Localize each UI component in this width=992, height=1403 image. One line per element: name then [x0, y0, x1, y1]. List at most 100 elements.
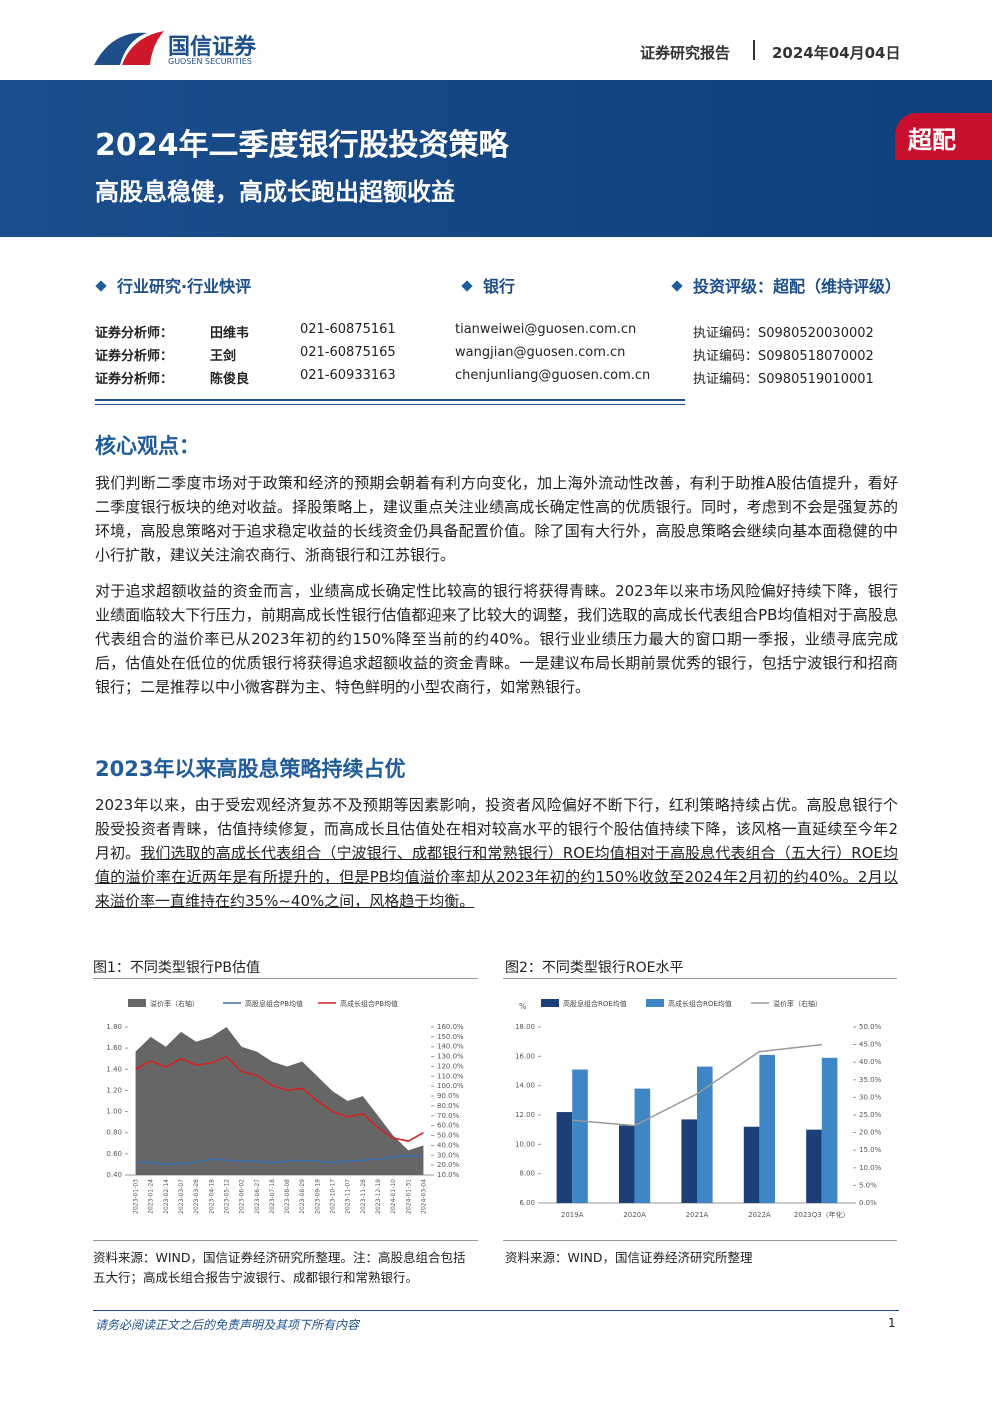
y2-tick-label: 70.0% [437, 1112, 460, 1120]
figure-source: 资料来源：WIND，国信证券经济研究所整理。注：高股息组合包括五大行；高成长组合… [93, 1250, 466, 1285]
y2-tick-label: 10.0% [859, 1164, 882, 1172]
y2-tick-label: 30.0% [437, 1151, 460, 1159]
analyst-cell: 执证编码：S0980518070002 [693, 349, 874, 364]
x-tick-label: 2020A [623, 1211, 646, 1219]
y-tick-label: 0.60 [106, 1150, 122, 1158]
x-tick-label: 2023-09-19 [314, 1179, 321, 1214]
y-tick-label: 16.00 [515, 1052, 535, 1060]
rule [93, 1310, 899, 1311]
legend-swatch [128, 999, 146, 1007]
bar [821, 1057, 838, 1203]
y2-tick-label: 10.0% [437, 1171, 460, 1179]
figure-source: 资料来源：WIND，国信证券经济研究所整理 [505, 1250, 753, 1265]
title: 2024年二季度银行股投资策略 [95, 128, 509, 163]
line [135, 1155, 424, 1166]
paragraph: 对于追求超额收益的资金而言，业绩高成长确定性比较高的银行将获得青睐。2023年以… [95, 582, 898, 696]
y2-tick-label: 150.0% [437, 1033, 464, 1041]
y2-tick-label: 40.0% [437, 1141, 460, 1149]
y2-tick-label: 90.0% [437, 1092, 460, 1100]
y-tick-label: 14.00 [515, 1082, 535, 1090]
x-tick-label: 2023-03-28 [193, 1179, 200, 1214]
subtitle: 高股息稳健，高成长跑出超额收益 [95, 178, 455, 206]
line [135, 1055, 424, 1142]
x-tick-label: 2023-01-03 [133, 1179, 140, 1214]
x-tick-label: 2024-01-31 [405, 1179, 412, 1214]
y2-tick-label: 60.0% [437, 1122, 460, 1130]
analyst-cell: 证券分析师： [95, 326, 174, 341]
rule [503, 1240, 897, 1241]
rule [95, 399, 685, 401]
legend-label: 高成长组合ROE均值 [668, 999, 732, 1008]
meta-rating-text: 投资评级：超配（维持评级） [693, 277, 902, 296]
meta-category: 行业研究·行业快评 [95, 273, 252, 297]
x-tick-label: 2024-01-10 [390, 1179, 397, 1214]
y2-tick-label: 100.0% [437, 1082, 464, 1090]
y2-tick-label: 15.0% [859, 1146, 882, 1154]
x-tick-label: 2023-06-02 [239, 1179, 246, 1214]
report-type: 证券研究报告 [640, 44, 731, 62]
y-axis-label: % [519, 1002, 527, 1011]
x-tick-label: 2023Q3（年化） [794, 1210, 850, 1219]
text-run: 我们选取的高成长代表组合（宁波银行、成都银行和常熟银行）ROE均值相对于高股息代… [95, 844, 898, 910]
analyst-cell: 021-60933163 [300, 368, 396, 383]
analyst-cell: 执证编码：S0980520030002 [693, 326, 874, 341]
banner [0, 80, 992, 237]
y-tick-label: 12.00 [515, 1111, 535, 1119]
legend-label: 高股息组合PB均值 [245, 999, 303, 1008]
bar [572, 1069, 588, 1203]
x-tick-label: 2023-06-27 [254, 1179, 261, 1214]
y2-tick-label: 110.0% [437, 1072, 464, 1080]
paragraph: 2023年以来，由于受宏观经济复苏不及预期等因素影响，投资者风险偏好不断下行，红… [95, 793, 898, 913]
y2-tick-label: 80.0% [437, 1102, 460, 1110]
y2-tick-label: 40.0% [859, 1058, 882, 1066]
y-tick-label: 8.00 [519, 1170, 535, 1178]
x-tick-label: 2024-03-04 [420, 1179, 427, 1214]
core-heading: 核心观点： [95, 434, 200, 458]
line [572, 1043, 822, 1127]
y-tick-label: 1.80 [106, 1023, 122, 1031]
meta-category-text: 行业研究·行业快评 [117, 277, 252, 296]
x-tick-label: 2023-07-18 [269, 1179, 276, 1214]
legend-label: 高成长组合PB均值 [340, 999, 398, 1008]
bar [619, 1125, 635, 1203]
analyst-cell: 陈俊良 [210, 372, 250, 387]
logo [94, 31, 164, 65]
analyst-cell: 021-60875165 [300, 345, 396, 360]
y2-tick-label: 20.0% [859, 1129, 882, 1137]
y2-tick-label: 0.0% [859, 1199, 877, 1207]
legend-label: 溢价率（右轴） [773, 999, 822, 1008]
meta-industry-text: 银行 [483, 277, 516, 296]
y-tick-label: 18.00 [515, 1023, 535, 1031]
y2-tick-label: 20.0% [437, 1161, 460, 1169]
x-tick-label: 2023-11-28 [360, 1179, 367, 1214]
legend-swatch [646, 999, 664, 1007]
meta-rating: 投资评级：超配（维持评级） [671, 273, 902, 297]
y-tick-label: 1.40 [106, 1065, 122, 1073]
analyst-cell: wangjian@guosen.com.cn [455, 345, 626, 360]
rating-badge [895, 113, 992, 160]
analyst-cell: chenjunliang@guosen.com.cn [455, 368, 651, 383]
page-number: 1 [888, 1316, 896, 1330]
analyst-cell: 证券分析师： [95, 372, 174, 387]
y-tick-label: 0.80 [106, 1129, 122, 1137]
bar [806, 1129, 822, 1203]
legend-swatch [541, 999, 559, 1007]
rule [95, 404, 685, 405]
company: 国信证券 [168, 35, 257, 60]
y-tick-label: 6.00 [519, 1199, 535, 1207]
divider [753, 40, 755, 60]
bar [556, 1112, 573, 1203]
x-tick-label: 2023-03-07 [178, 1179, 185, 1214]
y-tick-label: 1.60 [106, 1044, 122, 1052]
legend-label: 溢价率（右轴） [150, 999, 199, 1008]
disclaimer: 请务必阅读正文之后的免责声明及其项下所有内容 [95, 1318, 360, 1332]
rule [93, 1240, 478, 1241]
analyst-cell: 田维韦 [210, 326, 250, 341]
bar [743, 1126, 760, 1203]
x-tick-label: 2023-01-24 [148, 1179, 155, 1214]
x-tick-label: 2022A [748, 1211, 771, 1219]
x-tick-label: 2023-04-18 [208, 1179, 215, 1214]
bar [634, 1088, 651, 1203]
y2-tick-label: 30.0% [859, 1093, 882, 1101]
